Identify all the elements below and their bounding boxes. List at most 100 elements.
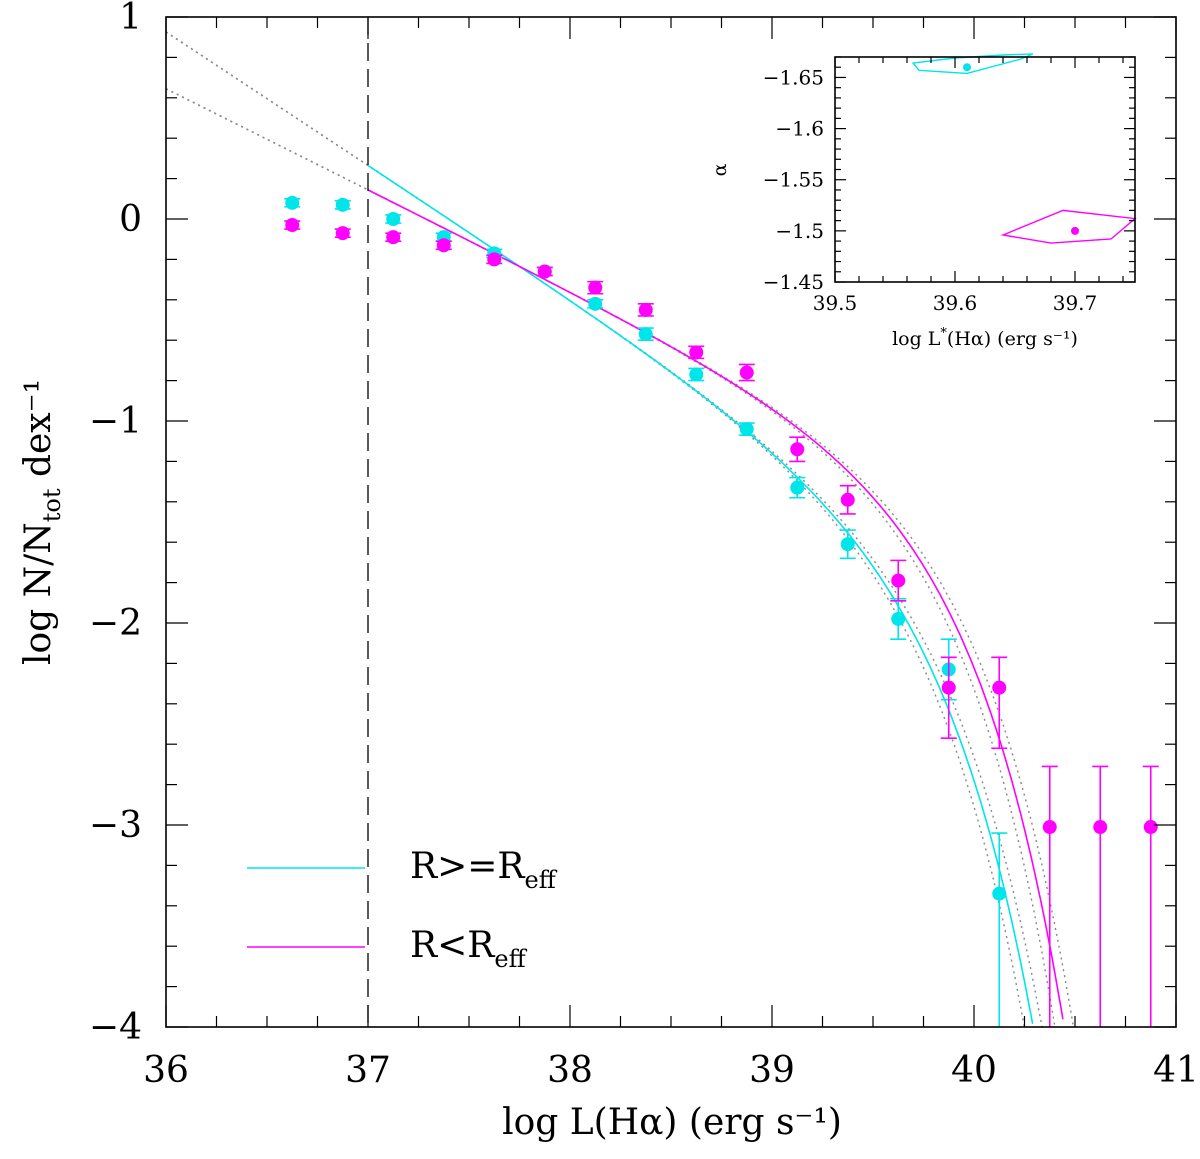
data-point-outer-9 <box>738 422 755 437</box>
marker <box>992 680 1007 695</box>
y-tick-label: −3 <box>89 805 142 846</box>
marker <box>840 537 855 552</box>
marker <box>386 230 401 245</box>
inset-y-tick-label: −1.5 <box>775 219 824 243</box>
data-point-inner-9 <box>738 363 755 382</box>
inset-plot: 39.5 39.6 39.7 −1.65 −1.6 −1.55 −1.5 −1.45 log… <box>709 53 1137 350</box>
marker <box>436 238 451 253</box>
data-point-inner-13 <box>940 656 957 739</box>
data-point-inner-14 <box>991 656 1008 750</box>
data-point-inner-11 <box>839 484 856 515</box>
data-point-outer-2 <box>385 212 402 226</box>
x-tick-label: 40 <box>951 1050 997 1091</box>
fit-curve-outer <box>367 164 1034 1024</box>
plot-frame <box>165 16 1177 1028</box>
marker <box>891 611 906 626</box>
data-point-outer-11 <box>839 529 856 560</box>
data-point-outer-10 <box>789 476 806 499</box>
inset-contour-inner <box>1000 209 1137 244</box>
data-point-outer-8 <box>688 367 705 382</box>
data-point-inner-17 <box>1142 765 1159 1027</box>
data-point-inner-6 <box>587 280 604 295</box>
marker <box>689 345 704 360</box>
marker <box>638 302 653 317</box>
marker <box>941 680 956 695</box>
data-point-inner-3 <box>435 238 452 253</box>
inset-y-tick-label: −1.6 <box>775 117 824 141</box>
x-tick-label: 41 <box>1153 1050 1199 1091</box>
legend-label-outer: R>=Reff <box>410 846 558 894</box>
data-point-inner-10 <box>789 436 806 463</box>
data-point-inner-7 <box>637 302 654 317</box>
marker <box>285 218 300 233</box>
inset-x-tick-label: 39.6 <box>933 291 978 315</box>
legend-label-inner: R<Reff <box>410 925 528 973</box>
main-plot: 36 37 38 39 40 41 1 0 −1 −2 −3 −4 log L(Hα) (erg s… <box>18 0 1199 1143</box>
inset-x-tick-label: 39.5 <box>813 291 858 315</box>
marker <box>1093 820 1108 835</box>
inset-points <box>963 63 1079 235</box>
fit-envelope-0-1 <box>165 31 1044 1031</box>
marker <box>840 492 855 507</box>
marker <box>638 327 653 342</box>
inset-frame <box>834 56 1136 283</box>
data-point-outer-12 <box>890 597 907 640</box>
fit-curves <box>367 164 1064 1024</box>
data-point-inner-0 <box>284 218 301 233</box>
marker <box>335 197 350 212</box>
inset-y-axis-label: α <box>709 163 731 176</box>
x-tick-label: 37 <box>345 1050 391 1091</box>
marker <box>689 367 704 382</box>
marker <box>992 886 1007 901</box>
inset-x-axis-label: log L*(Hα) (erg s⁻¹) <box>892 326 1078 350</box>
inset-y-tick-labels: −1.65 −1.6 −1.55 −1.5 −1.45 <box>763 65 824 294</box>
legend: R>=Reff R<Reff <box>247 846 558 973</box>
marker <box>588 280 603 295</box>
x-tick-label: 36 <box>143 1050 189 1091</box>
marker <box>487 252 502 267</box>
inset-y-tick-label: −1.65 <box>763 65 824 89</box>
x-tick-labels: 36 37 38 39 40 41 <box>143 1050 1199 1091</box>
marker <box>790 442 805 457</box>
data-point-inner-1 <box>334 226 351 241</box>
y-tick-label: −4 <box>89 1007 142 1048</box>
data-point-outer-7 <box>637 327 654 342</box>
fit-envelope-1-1 <box>165 88 1074 1025</box>
data-point-outer-0 <box>284 195 301 210</box>
inset-y-tick-label: −1.55 <box>763 168 824 192</box>
inset-point-outer <box>963 63 971 72</box>
y-tick-label: −2 <box>89 603 142 644</box>
y-tick-label: 0 <box>119 199 142 240</box>
marker <box>285 195 300 210</box>
y-axis-label: log N/Ntot dex⁻¹ <box>18 379 66 665</box>
marker <box>739 365 754 380</box>
marker <box>588 296 603 311</box>
inset-background <box>835 57 1135 282</box>
marker <box>739 422 754 437</box>
inset-y-tick-label: −1.45 <box>763 270 824 294</box>
data-point-outer-6 <box>587 296 604 311</box>
data-point-outer-1 <box>334 197 351 212</box>
inset-point-inner <box>1071 226 1079 235</box>
marker <box>335 226 350 241</box>
inset-x-tick-label: 39.7 <box>1053 291 1098 315</box>
marker <box>1042 820 1057 835</box>
data-point-outer-14 <box>991 832 1008 1027</box>
marker <box>386 212 401 226</box>
data-point-inner-2 <box>385 230 402 245</box>
marker <box>537 264 552 279</box>
y-tick-labels: 1 0 −1 −2 −3 −4 <box>89 0 142 1048</box>
fit-curve-inner <box>367 189 1064 1020</box>
x-axis-label: log L(Hα) (erg s⁻¹) <box>502 1102 842 1143</box>
data-point-inner-4 <box>486 252 503 267</box>
data-point-inner-16 <box>1092 765 1109 1027</box>
x-tick-label: 39 <box>749 1050 795 1091</box>
data-points <box>284 195 1159 1027</box>
y-tick-label: −1 <box>89 401 142 442</box>
x-tick-label: 38 <box>547 1050 593 1091</box>
data-point-inner-15 <box>1041 765 1058 1027</box>
data-point-inner-12 <box>890 559 907 602</box>
marker <box>1143 820 1158 835</box>
marker <box>891 573 906 588</box>
